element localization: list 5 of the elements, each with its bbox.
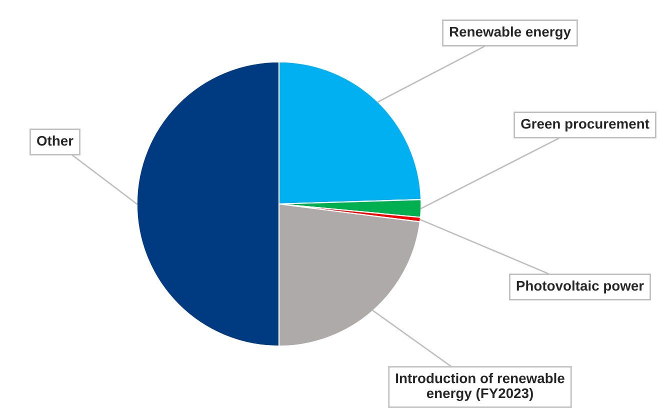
slice-label: Other: [37, 136, 74, 146]
slice-label: Green procurement: [521, 118, 650, 132]
slice-label: Renewable energy: [450, 26, 571, 40]
slice-label: Introduction of renewable energy (FY2023): [396, 373, 564, 401]
slice-label: Photovoltaic power: [516, 280, 644, 294]
